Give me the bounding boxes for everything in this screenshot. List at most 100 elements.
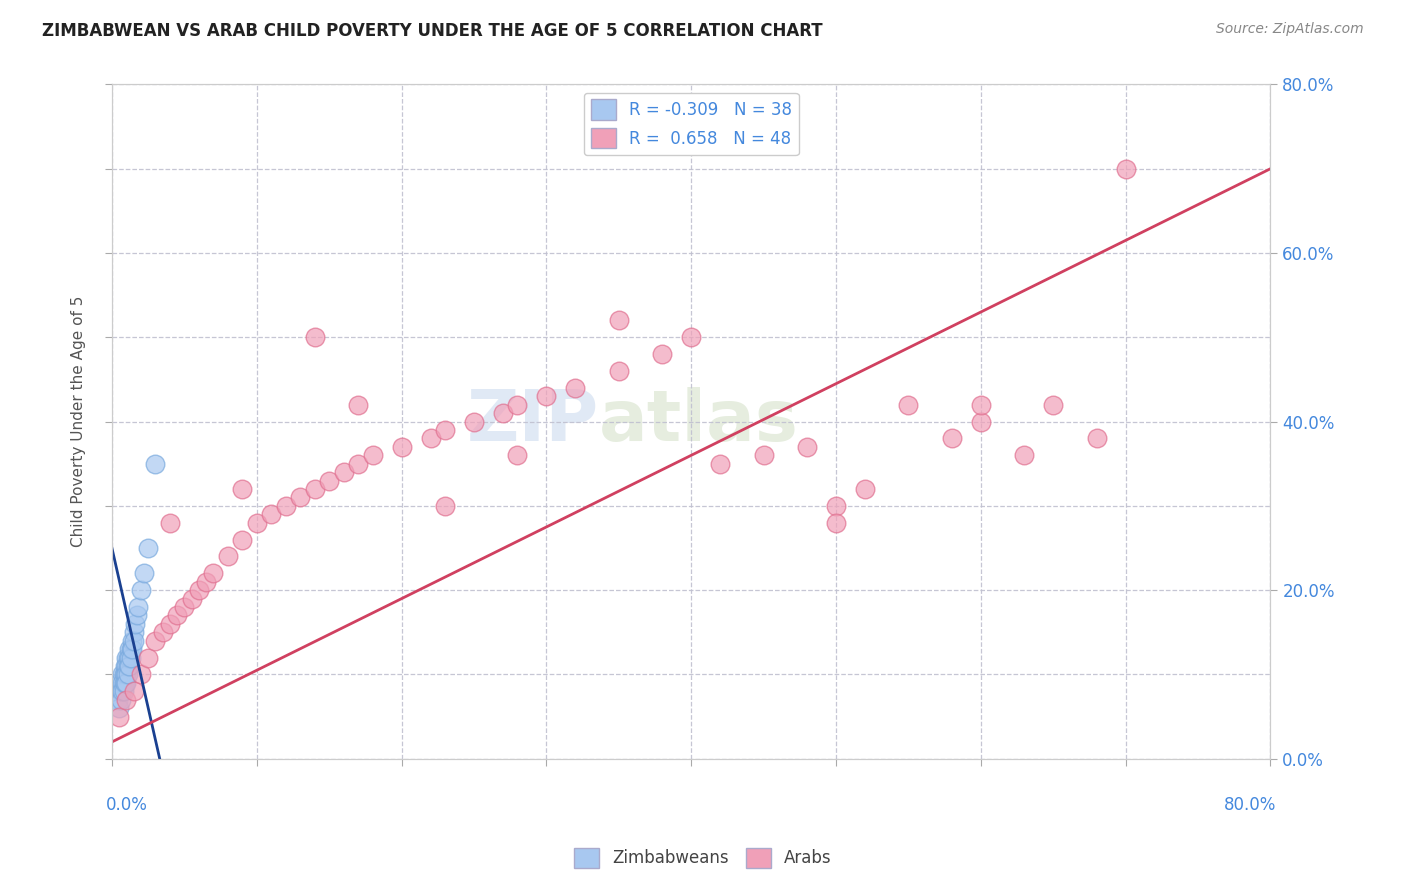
Point: [115, 650, 138, 665]
Point: [796, 440, 818, 454]
Point: [506, 398, 529, 412]
Point: [114, 659, 136, 673]
Point: [117, 667, 139, 681]
Point: [112, 676, 135, 690]
Point: [111, 684, 134, 698]
Point: [941, 432, 963, 446]
Point: [136, 650, 159, 665]
Point: [187, 583, 209, 598]
Point: [434, 499, 457, 513]
Point: [1012, 448, 1035, 462]
Point: [970, 398, 993, 412]
Point: [145, 457, 167, 471]
Point: [195, 574, 218, 589]
Point: [129, 583, 152, 598]
Point: [105, 684, 128, 698]
Point: [115, 693, 138, 707]
Point: [112, 667, 135, 681]
Point: [347, 457, 370, 471]
Point: [463, 415, 485, 429]
Point: [825, 516, 848, 530]
Point: [118, 642, 141, 657]
Text: ZIMBABWEAN VS ARAB CHILD POVERTY UNDER THE AGE OF 5 CORRELATION CHART: ZIMBABWEAN VS ARAB CHILD POVERTY UNDER T…: [42, 22, 823, 40]
Point: [107, 693, 129, 707]
Point: [120, 642, 142, 657]
Legend: Zimbabweans, Arabs: Zimbabweans, Arabs: [568, 841, 838, 875]
Point: [290, 491, 312, 505]
Point: [132, 566, 155, 581]
Point: [231, 482, 253, 496]
Point: [122, 625, 145, 640]
Text: 80.0%: 80.0%: [1223, 796, 1277, 814]
Y-axis label: Child Poverty Under the Age of 5: Child Poverty Under the Age of 5: [72, 296, 86, 548]
Point: [1042, 398, 1064, 412]
Text: Source: ZipAtlas.com: Source: ZipAtlas.com: [1216, 22, 1364, 37]
Point: [166, 608, 188, 623]
Point: [970, 415, 993, 429]
Point: [304, 330, 326, 344]
Point: [651, 347, 673, 361]
Point: [136, 541, 159, 555]
Point: [111, 667, 134, 681]
Point: [853, 482, 876, 496]
Point: [114, 676, 136, 690]
Point: [122, 684, 145, 698]
Point: [1085, 432, 1108, 446]
Point: [347, 398, 370, 412]
Point: [121, 633, 143, 648]
Point: [129, 667, 152, 681]
Point: [122, 633, 145, 648]
Point: [434, 423, 457, 437]
Point: [173, 600, 195, 615]
Point: [752, 448, 775, 462]
Point: [391, 440, 413, 454]
Point: [117, 659, 139, 673]
Point: [506, 448, 529, 462]
Point: [124, 616, 146, 631]
Point: [118, 650, 141, 665]
Point: [536, 389, 558, 403]
Text: 0.0%: 0.0%: [105, 796, 148, 814]
Point: [108, 709, 131, 723]
Point: [419, 432, 441, 446]
Point: [318, 474, 340, 488]
Point: [709, 457, 731, 471]
Point: [145, 633, 167, 648]
Point: [564, 381, 586, 395]
Point: [274, 499, 297, 513]
Point: [202, 566, 225, 581]
Point: [112, 684, 135, 698]
Point: [159, 516, 181, 530]
Point: [110, 684, 132, 698]
Point: [152, 625, 174, 640]
Point: [361, 448, 384, 462]
Point: [681, 330, 703, 344]
Point: [332, 465, 354, 479]
Point: [120, 650, 142, 665]
Point: [1115, 161, 1137, 176]
Point: [110, 693, 132, 707]
Point: [825, 499, 848, 513]
Point: [118, 659, 141, 673]
Text: atlas: atlas: [599, 387, 799, 456]
Point: [111, 676, 134, 690]
Point: [246, 516, 269, 530]
Point: [607, 313, 630, 327]
Legend: R = -0.309   N = 38, R =  0.658   N = 48: R = -0.309 N = 38, R = 0.658 N = 48: [583, 93, 799, 155]
Point: [108, 676, 131, 690]
Point: [607, 364, 630, 378]
Point: [304, 482, 326, 496]
Point: [492, 406, 515, 420]
Point: [127, 600, 149, 615]
Point: [180, 591, 202, 606]
Point: [117, 650, 139, 665]
Point: [121, 642, 143, 657]
Point: [115, 667, 138, 681]
Text: ZIP: ZIP: [467, 387, 599, 456]
Point: [125, 608, 148, 623]
Point: [897, 398, 920, 412]
Point: [231, 533, 253, 547]
Point: [115, 659, 138, 673]
Point: [115, 676, 138, 690]
Point: [159, 616, 181, 631]
